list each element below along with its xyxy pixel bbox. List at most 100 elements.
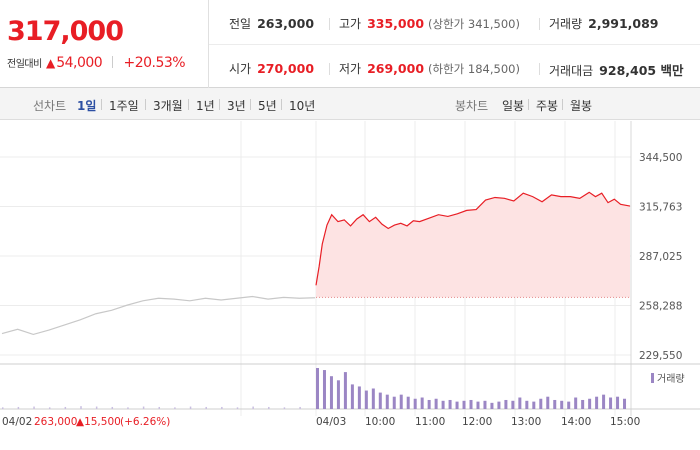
volume-bar: [357, 386, 361, 409]
divider: [101, 99, 102, 110]
x-tick-label: 15:00: [610, 416, 640, 428]
stat-volume: 거래량 2,991,089: [549, 15, 659, 32]
volume-bar: [221, 406, 223, 409]
stat-low: 저가 269,000 (하한가 184,500): [339, 60, 520, 77]
tab-3m[interactable]: 3개월: [153, 99, 183, 113]
volume-bar: [111, 406, 114, 409]
line-chart-label: 선차트: [33, 99, 67, 113]
volume-bar: [427, 399, 431, 409]
y-tick-label: 344,500: [639, 152, 682, 164]
volume-bar: [518, 397, 522, 409]
divider: [539, 18, 540, 30]
tab-daily-candle[interactable]: 일봉: [502, 99, 525, 113]
volume-bar: [283, 407, 286, 409]
divider: [188, 99, 189, 110]
y-tick-label: 229,550: [639, 350, 682, 362]
tab-10y[interactable]: 10년: [289, 99, 316, 113]
stat-label: 저가: [339, 62, 362, 76]
volume-bar: [560, 400, 564, 409]
prev-day-close: 263,000: [34, 416, 77, 428]
volume-bar: [268, 406, 270, 409]
stat-label: 거래대금: [549, 64, 594, 78]
stat-value: 335,000: [367, 16, 425, 31]
x-tick-label: 14:00: [561, 416, 591, 428]
series-area-today: [316, 192, 630, 298]
volume-bar: [385, 394, 389, 409]
stat-value: 2,991,089: [588, 16, 659, 31]
volume-bar: [420, 397, 424, 409]
divider: [145, 99, 146, 110]
volume-bar: [371, 388, 375, 409]
divider: [209, 44, 700, 45]
stat-open: 시가 270,000: [229, 60, 314, 77]
volume-bar: [189, 406, 192, 409]
tab-1y[interactable]: 1년: [196, 99, 215, 113]
volume-bar: [413, 398, 417, 409]
volume-bar: [441, 400, 445, 409]
volume-legend-label: 거래량: [657, 373, 685, 385]
volume-bar: [392, 396, 396, 409]
x-tick-label: 04/03: [316, 416, 346, 428]
volume-bar: [95, 406, 98, 409]
change-row: 전일대비 ▲54,000 +20.53%: [7, 55, 186, 71]
volume-bar: [336, 380, 340, 409]
tab-1w[interactable]: 1주일: [109, 99, 139, 113]
tab-weekly-candle[interactable]: 주봉: [536, 99, 559, 113]
divider: [250, 99, 251, 110]
volume-bar: [378, 392, 382, 409]
volume-bar: [574, 397, 578, 409]
stat-label: 시가: [229, 62, 252, 76]
volume-bar: [525, 400, 529, 409]
volume-bar: [33, 406, 35, 409]
stat-prev-close: 전일 263,000: [229, 15, 314, 32]
volume-bar: [476, 401, 480, 409]
volume-bar: [80, 406, 82, 409]
change-amount: 54,000: [56, 55, 103, 71]
lower-limit: (하한가 184,500): [428, 62, 520, 76]
divider: [539, 63, 540, 75]
tab-5y[interactable]: 5년: [258, 99, 277, 113]
stats-panel: 전일 263,000 고가 335,000 (상한가 341,500) 거래량 2,99…: [209, 0, 700, 88]
volume-bar: [64, 406, 67, 409]
volume-bar: [2, 407, 4, 409]
change-label: 전일대비: [7, 59, 42, 70]
change-percent: +20.53%: [123, 55, 186, 71]
tab-1d[interactable]: 1일: [77, 99, 97, 113]
volume-bar: [174, 407, 176, 409]
stat-trade-value: 거래대금 928,405 백만: [549, 60, 683, 79]
volume-bar: [205, 406, 207, 409]
prev-day-percent: (+6.26%): [120, 416, 170, 428]
quote-header: 317,000 전일대비 ▲54,000 +20.53% 전일 263,000 고…: [0, 0, 700, 88]
x-tick-label: 12:00: [462, 416, 492, 428]
volume-legend-swatch: [651, 373, 654, 383]
y-tick-label: 287,025: [639, 251, 682, 263]
volume-bar: [532, 401, 536, 409]
volume-bar: [455, 401, 459, 409]
volume-bar: [490, 402, 494, 409]
price-box: 317,000 전일대비 ▲54,000 +20.53%: [0, 0, 209, 88]
volume-bar: [588, 398, 592, 409]
x-tick-label: 13:00: [511, 416, 541, 428]
stat-label: 고가: [339, 17, 362, 31]
volume-bar: [399, 394, 403, 409]
candle-chart-label: 봉차트: [455, 99, 489, 113]
price-chart[interactable]: 344,500 315,763 287,025 258,288 229,550 거래량 04…: [0, 121, 700, 450]
x-tick-label: 04/02: [2, 416, 32, 428]
volume-bar: [553, 399, 557, 409]
tab-3y[interactable]: 3년: [227, 99, 246, 113]
volume-bar: [329, 376, 333, 409]
volume-bar: [299, 406, 301, 409]
volume-bar: [511, 400, 515, 409]
volume-bar: [236, 407, 239, 409]
series-line-prev-day: [1, 295, 316, 336]
volume-bar: [616, 396, 620, 409]
divider: [219, 99, 220, 110]
divider: [112, 56, 114, 68]
prev-day-change: ▲15,500: [76, 416, 121, 428]
x-tick-label: 10:00: [365, 416, 395, 428]
tab-monthly-candle[interactable]: 월봉: [570, 99, 593, 113]
stat-value: 269,000: [367, 61, 425, 76]
volume-bar: [158, 406, 160, 409]
volume-bar: [316, 368, 319, 409]
volume-bar: [504, 399, 508, 409]
